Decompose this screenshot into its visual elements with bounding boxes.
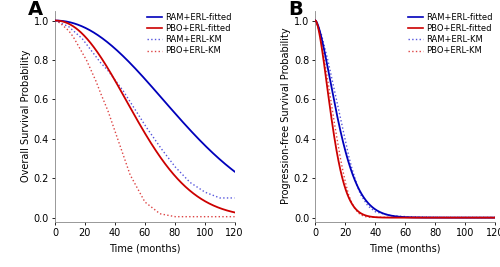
Y-axis label: Overall Survival Probability: Overall Survival Probability [20,50,30,182]
Y-axis label: Progression-free Survival Probability: Progression-free Survival Probability [281,28,291,205]
Text: A: A [28,0,43,19]
X-axis label: Time (months): Time (months) [109,244,180,253]
Text: B: B [288,0,303,19]
Legend: RAM+ERL-fitted, PBO+ERL-fitted, RAM+ERL-KM, PBO+ERL-KM: RAM+ERL-fitted, PBO+ERL-fitted, RAM+ERL-… [408,13,492,56]
Legend: RAM+ERL-fitted, PBO+ERL-fitted, RAM+ERL-KM, PBO+ERL-KM: RAM+ERL-fitted, PBO+ERL-fitted, RAM+ERL-… [148,13,232,56]
X-axis label: Time (months): Time (months) [370,244,441,253]
